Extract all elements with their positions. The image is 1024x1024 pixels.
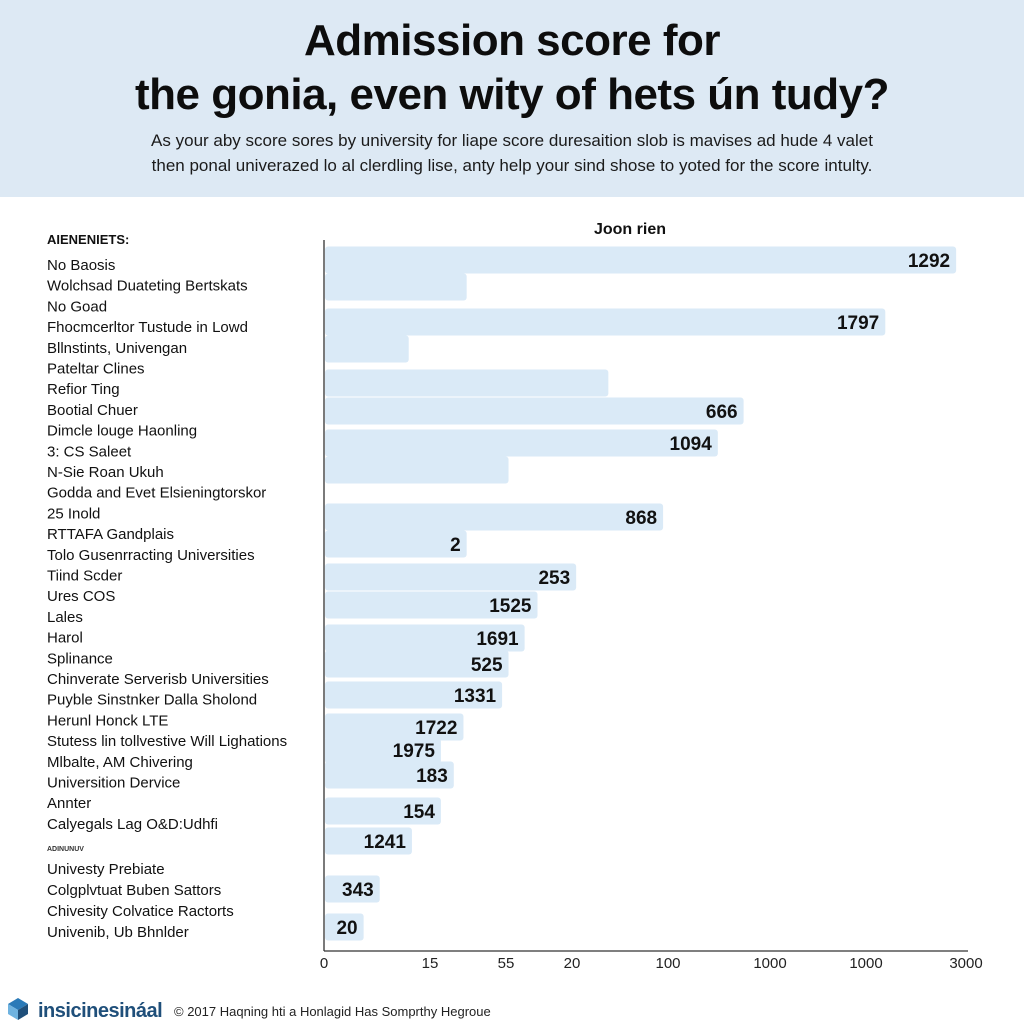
bar-value-label: 1975 (393, 741, 436, 762)
bar (325, 273, 467, 301)
category-label: Universition Dervice (47, 775, 180, 792)
bar-value-label: 1797 (837, 313, 879, 334)
bar-value-label: 1094 (670, 434, 713, 455)
category-label: RTTAFA Gandplais (47, 526, 174, 543)
bar-value-label: 2 (450, 535, 461, 556)
category-label: Dimcle louge Haonling (47, 423, 197, 440)
category-label: N-Sie Roan Ukuh (47, 464, 164, 481)
group-label-top: AIENENIETS: (47, 232, 129, 247)
bar (325, 503, 664, 531)
category-label: Tiind Scder (47, 568, 122, 585)
category-label: Calyegals Lag O&D:Udhfi (47, 816, 218, 833)
bar-value-label: 1292 (908, 251, 950, 272)
bar-value-label: 253 (538, 568, 570, 589)
bar (325, 624, 525, 652)
bar (325, 761, 454, 789)
category-label: Mlbalte, AM Chivering (47, 754, 193, 771)
chart-title: Joon rien (594, 221, 666, 238)
subtitle-line-2: then ponal univerazed lo al clerdling li… (151, 156, 873, 175)
bar (325, 563, 577, 591)
category-label: Bllnstints, Univengan (47, 340, 187, 357)
x-tick-label: 55 (498, 955, 515, 972)
title-line-1: Admission score for (304, 16, 720, 65)
bar-value-label: 183 (416, 766, 448, 787)
copyright-text: © 2017 Haqning hti a Honlagid Has Somprt… (174, 1004, 491, 1019)
category-label: Refior Ting (47, 381, 120, 398)
bar-value-label: 1525 (489, 596, 532, 617)
title-line-2: the gonia, even wity of hets ún tudy? (135, 70, 890, 119)
category-label: Chivesity Colvatice Ractorts (47, 903, 234, 920)
group-label-mid: ADINUNUV (47, 846, 84, 853)
category-label: Fhocmcerltor Tustude in Lowd (47, 319, 248, 336)
bar (325, 308, 886, 336)
category-label: Univesty Prebiate (47, 861, 165, 878)
category-label: Ures COS (47, 588, 115, 605)
category-label: Puyble Sinstnker Dalla Sholond (47, 692, 257, 709)
x-tick-label: 100 (655, 955, 680, 972)
bar (325, 591, 538, 619)
category-label: No Goad (47, 298, 107, 315)
category-label: Pateltar Clines (47, 361, 145, 378)
bar (325, 713, 464, 741)
bar (325, 650, 509, 678)
bar (325, 397, 744, 425)
bar (325, 913, 364, 941)
brand-name: insicinesináal (38, 1000, 163, 1022)
category-label: Splinance (47, 650, 113, 667)
x-tick-label: 20 (564, 955, 581, 972)
category-label: Chinverate Serverisb Universities (47, 671, 269, 688)
subtitle-line-1: As your aby score sores by university fo… (151, 131, 873, 150)
bar (325, 530, 467, 558)
bar (325, 797, 441, 825)
bar-value-label: 343 (342, 880, 374, 901)
category-label: Wolchsad Duateting Bertskats (47, 278, 248, 295)
category-label: Bootial Chuer (47, 402, 138, 419)
bar (325, 369, 609, 397)
bar-value-label: 154 (403, 802, 435, 823)
category-label: Univenib, Ub Bhnlder (47, 924, 189, 941)
brand-logo-icon (8, 998, 28, 1020)
bar-value-label: 1722 (415, 718, 457, 739)
category-label: No Baosis (47, 257, 115, 274)
category-label: Annter (47, 795, 91, 812)
header-banner: Admission score for the gonia, even wity… (0, 0, 1024, 197)
category-label: Herunl Honck LTE (47, 712, 168, 729)
bar (325, 456, 509, 484)
category-label: 25 Inold (47, 505, 100, 522)
category-label: Harol (47, 630, 83, 647)
category-label: Colgplvtuat Buben Sattors (47, 882, 221, 899)
bar-value-label: 525 (471, 655, 503, 676)
bar-value-label: 868 (625, 508, 657, 529)
category-label: Stutess lin tollvestive Will Lighations (47, 733, 287, 750)
bar (325, 335, 409, 363)
bar-value-label: 1691 (476, 629, 519, 650)
bar (325, 875, 380, 903)
bar-value-label: 1241 (364, 832, 407, 853)
page-title: Admission score for the gonia, even wity… (0, 14, 1024, 122)
category-label: Godda and Evet Elsieningtorskor (47, 485, 266, 502)
category-label: Tolo Gusenrracting Universities (47, 547, 255, 564)
bar (325, 429, 718, 457)
bar-value-label: 1331 (454, 686, 497, 707)
bar (325, 736, 441, 764)
bar-value-label: 666 (706, 402, 738, 423)
category-label: 3: CS Saleet (47, 443, 132, 460)
x-tick-label: 1000 (753, 955, 786, 972)
page-subtitle: As your aby score sores by university fo… (60, 128, 964, 178)
bar-value-label: 20 (336, 918, 357, 939)
bar (325, 827, 412, 855)
bar (325, 681, 503, 709)
x-tick-label: 1000 (849, 955, 882, 972)
category-label: Lales (47, 609, 83, 626)
bar (325, 246, 957, 274)
x-tick-label: 3000 (949, 955, 982, 972)
x-tick-label: 15 (422, 955, 439, 972)
footer: insicinesináal © 2017 Haqning hti a Honl… (6, 994, 1016, 1024)
x-tick-label: 0 (320, 955, 328, 972)
bar-chart: Joon rien AIENENIETS: ADINUNUV No Baosis Wol… (47, 221, 983, 972)
